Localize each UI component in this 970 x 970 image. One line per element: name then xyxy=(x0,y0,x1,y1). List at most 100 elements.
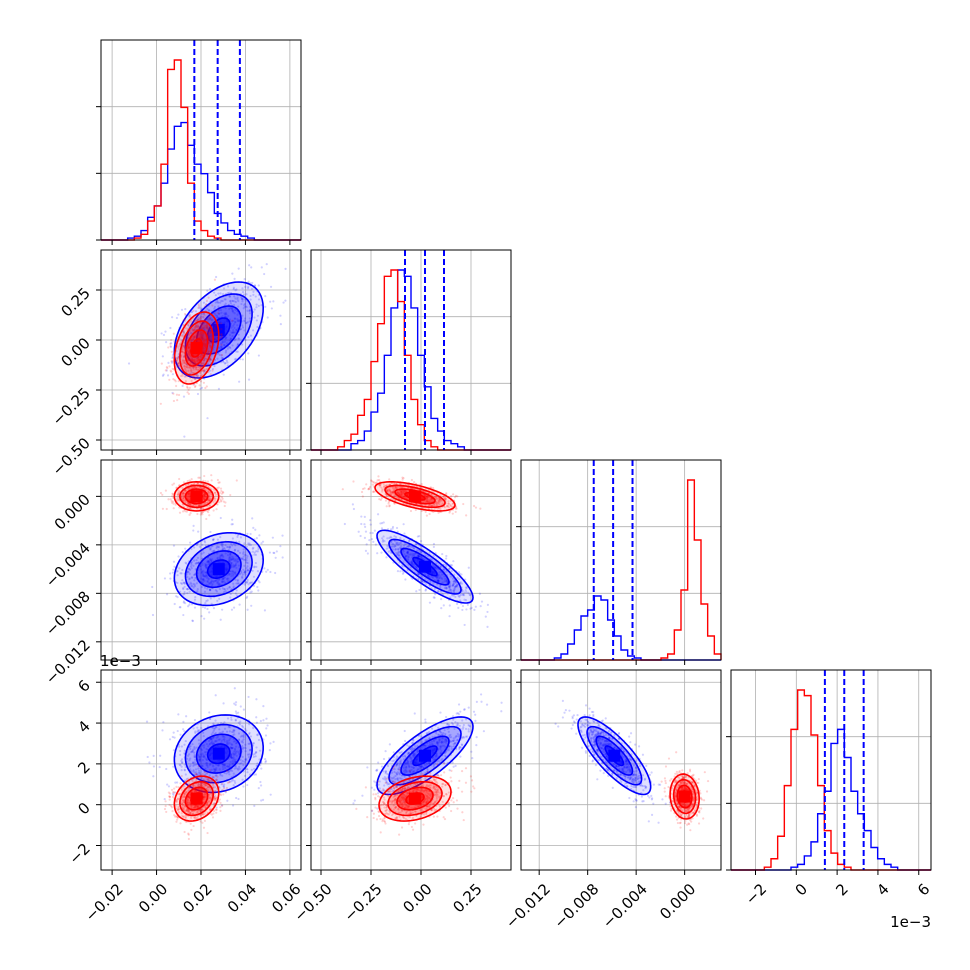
scatter-point xyxy=(226,291,229,295)
scatter-point xyxy=(427,498,431,502)
scatter-point xyxy=(202,755,206,758)
scatter-point xyxy=(457,606,460,609)
scatter-point xyxy=(445,557,448,560)
scatter-point xyxy=(202,778,205,781)
scatter-point xyxy=(221,341,224,344)
scatter-point xyxy=(258,749,262,752)
scatter-point xyxy=(185,354,189,358)
scatter-point xyxy=(256,550,259,553)
scatter-point xyxy=(161,507,165,510)
scatter-point xyxy=(417,555,420,558)
scatter-point xyxy=(177,363,180,366)
scatter-point xyxy=(225,578,229,581)
scatter-point xyxy=(198,545,201,548)
scatter-point xyxy=(234,564,237,567)
scatter-point xyxy=(216,735,220,738)
scatter-point xyxy=(230,608,234,611)
scatter-point xyxy=(429,498,432,501)
scatter-point xyxy=(216,316,219,319)
scatter-point xyxy=(182,492,185,495)
scatter-point xyxy=(469,594,472,597)
scatter-point xyxy=(406,554,409,557)
scatter-point xyxy=(402,544,406,547)
scatter-point xyxy=(248,753,251,756)
scatter-point xyxy=(200,748,203,752)
scatter-point xyxy=(244,750,247,753)
contour-run_b xyxy=(394,488,436,505)
scatter-point xyxy=(387,550,390,553)
scatter-point xyxy=(248,264,251,267)
scatter-point xyxy=(228,763,231,766)
scatter-point xyxy=(260,799,263,802)
scatter-point xyxy=(207,739,211,743)
scatter-point xyxy=(197,769,201,772)
scatter-point xyxy=(404,490,407,493)
scatter-point xyxy=(204,575,207,578)
scatter-point xyxy=(462,502,465,506)
scatter-point xyxy=(203,337,206,340)
scatter-point xyxy=(242,785,245,788)
scatter-point xyxy=(435,567,438,570)
scatter-point xyxy=(247,280,250,283)
scatter-point xyxy=(230,557,233,561)
scatter-point xyxy=(228,307,231,311)
scatter-point xyxy=(205,574,208,578)
scatter-point xyxy=(241,324,244,327)
scatter-point xyxy=(437,577,441,580)
scatter-point xyxy=(378,478,381,482)
scatter-point xyxy=(439,493,442,497)
scatter-point xyxy=(389,492,392,495)
scatter-point xyxy=(242,733,246,737)
scatter-point xyxy=(209,737,212,740)
scatter-point xyxy=(214,328,217,331)
scatter-point xyxy=(447,504,450,508)
scatter-point xyxy=(244,305,248,308)
scatter-point xyxy=(194,596,197,599)
scatter-point xyxy=(221,497,224,500)
scatter-point xyxy=(175,336,178,340)
scatter-point xyxy=(223,736,226,739)
scatter-point xyxy=(421,580,424,584)
scatter-point xyxy=(205,747,208,751)
scatter-point xyxy=(230,753,233,757)
scatter-point xyxy=(187,392,190,395)
scatter-point xyxy=(206,565,209,568)
scatter-point xyxy=(389,490,392,493)
scatter-point xyxy=(256,762,259,765)
scatter-point xyxy=(215,736,218,739)
scatter-point xyxy=(452,560,455,563)
scatter-point xyxy=(431,504,434,507)
scatter-point xyxy=(225,359,228,362)
scatter-point xyxy=(202,369,205,372)
scatter-point xyxy=(256,314,260,317)
scatter-point xyxy=(248,542,251,545)
scatter-point xyxy=(420,580,424,583)
scatter-point xyxy=(231,747,234,750)
scatter-point xyxy=(192,748,195,751)
scatter-point xyxy=(229,346,232,350)
scatter-point xyxy=(201,571,204,574)
scatter-point xyxy=(173,340,176,343)
scatter-point xyxy=(206,765,209,769)
scatter-point xyxy=(230,753,233,756)
scatter-point xyxy=(234,297,237,300)
scatter-point xyxy=(241,576,244,580)
scatter-point xyxy=(421,557,425,560)
scatter-point xyxy=(237,768,240,771)
scatter-point xyxy=(188,568,191,571)
scatter-point xyxy=(190,339,193,342)
scatter-point xyxy=(188,343,191,346)
scatter-point xyxy=(204,541,207,544)
scatter-point xyxy=(208,332,211,336)
scatter-point xyxy=(451,577,455,580)
scatter-point xyxy=(221,315,224,318)
scatter-point xyxy=(452,580,456,583)
scatter-point xyxy=(402,495,405,498)
scatter-point xyxy=(193,754,196,757)
scatter-point xyxy=(252,526,255,529)
scatter-point xyxy=(251,569,254,572)
scatter-point xyxy=(230,561,233,565)
scatter-point xyxy=(229,746,232,749)
scatter-point xyxy=(220,554,223,557)
scatter-point xyxy=(213,732,216,735)
